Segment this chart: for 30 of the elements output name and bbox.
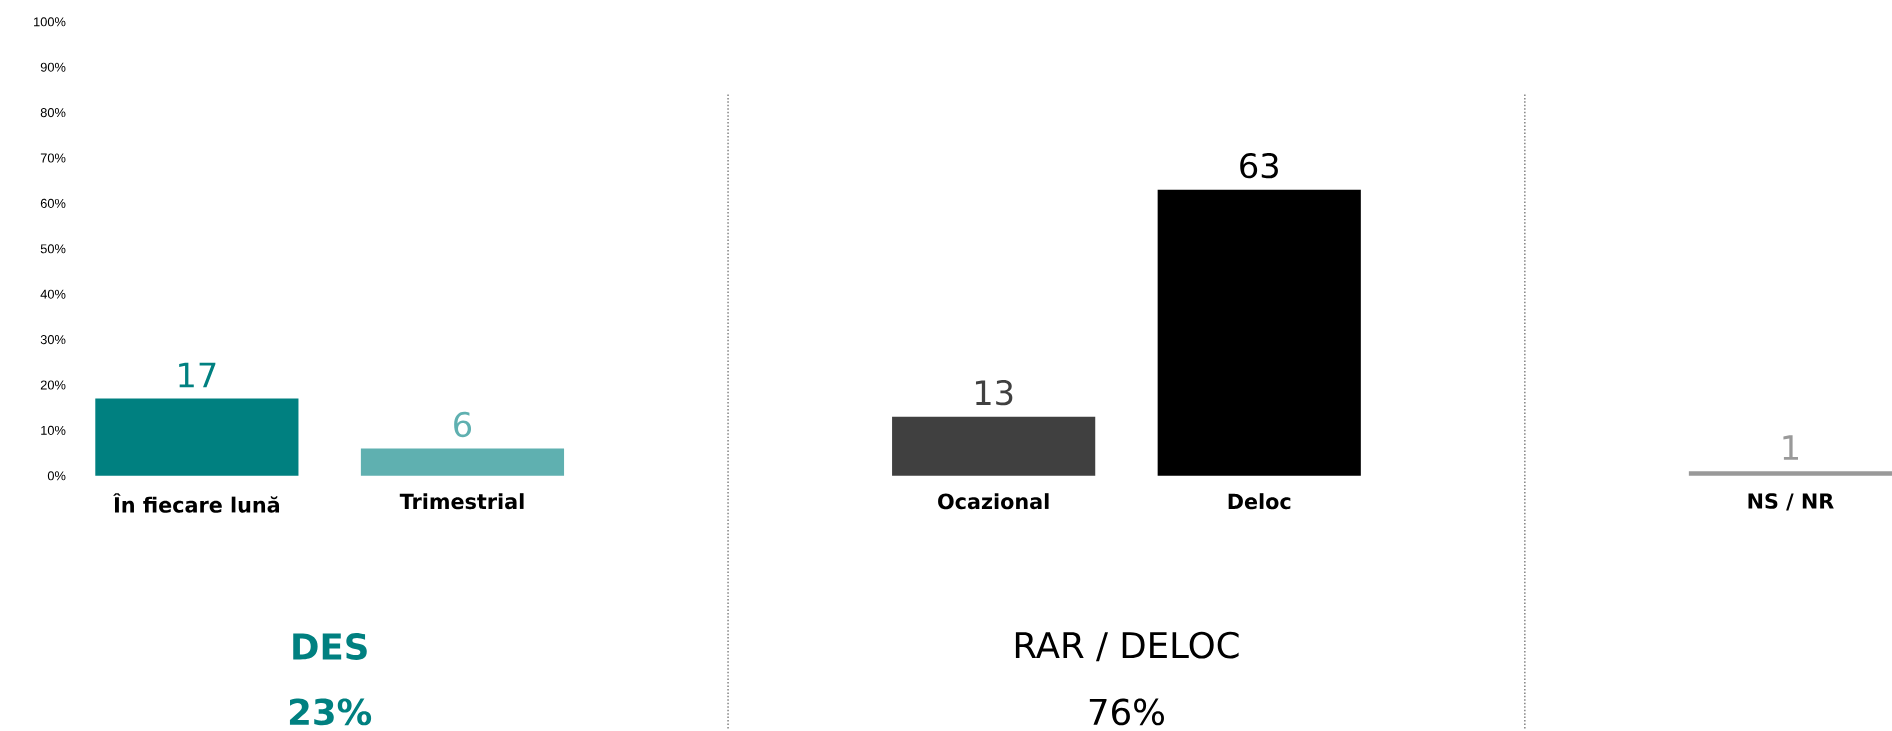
y-tick-label: 90% — [40, 62, 66, 72]
y-tick-label: 20% — [40, 380, 66, 390]
x-tick-label: NS / NR — [1748, 493, 1834, 511]
data-label: 1 — [1783, 435, 1799, 460]
bar — [360, 448, 565, 476]
x-tick-label: În fiecare lună — [113, 493, 280, 513]
y-tick-label: 70% — [40, 153, 66, 163]
y-tick-label: 10% — [41, 425, 66, 436]
text: RAR / DELOC — [1015, 631, 1239, 662]
x-tick-label: Ocazional — [938, 493, 1049, 510]
data-label: 13 — [975, 380, 1013, 406]
data-label: 6 — [454, 411, 472, 438]
text: 76% — [1089, 698, 1164, 726]
y-tick-label: 40% — [40, 289, 66, 299]
data-label: 63 — [1240, 153, 1278, 179]
text: 23% — [289, 698, 372, 726]
data-label: 17 — [179, 362, 216, 388]
y-tick-label: 0% — [47, 471, 66, 481]
bar — [1157, 189, 1361, 476]
y-tick-label: 30% — [40, 335, 66, 345]
y-tick-label: 80% — [40, 108, 66, 118]
x-tick-label: Deloc — [1228, 493, 1291, 510]
text: DES — [293, 633, 367, 661]
bar — [95, 398, 299, 476]
y-tick-label: 100% — [34, 17, 66, 27]
y-tick-label: 60% — [40, 198, 66, 209]
y-tick-label: 50% — [40, 244, 66, 254]
x-tick-label: Trimestrial — [399, 493, 524, 510]
bar — [1688, 471, 1892, 476]
bar — [892, 416, 1096, 476]
